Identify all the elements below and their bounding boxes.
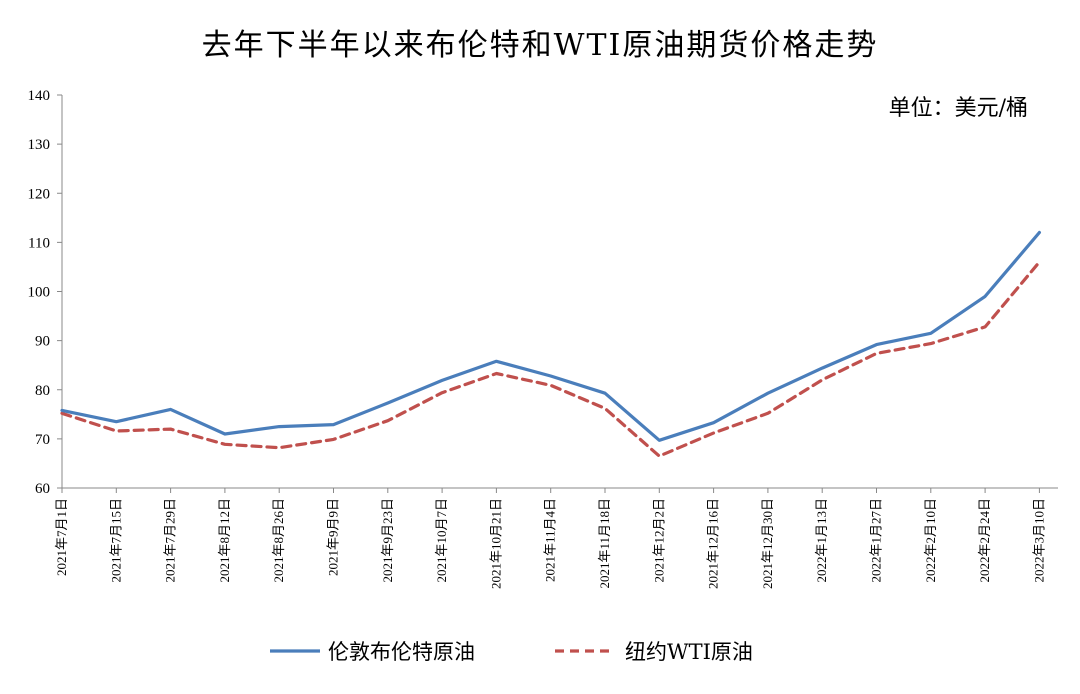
unit-label: 单位：美元/桶 bbox=[889, 96, 1028, 121]
series-lines bbox=[60, 230, 1042, 458]
y-tick-label: 90 bbox=[35, 334, 50, 350]
x-tick-label: 2021年7月15日 bbox=[108, 498, 123, 583]
y-tick-label: 110 bbox=[28, 235, 50, 251]
y-tick-label: 70 bbox=[35, 432, 50, 448]
legend-brent-label: 伦敦布伦特原油 bbox=[328, 640, 475, 664]
x-tick-label: 2022年2月24日 bbox=[977, 498, 992, 583]
x-tick-label: 2022年1月13日 bbox=[814, 498, 829, 583]
x-tick-label: 2022年3月10日 bbox=[1031, 498, 1046, 583]
x-tick-label: 2021年10月21日 bbox=[488, 498, 503, 589]
wti-series-line bbox=[60, 260, 1042, 458]
x-tick-label: 2021年12月30日 bbox=[760, 498, 775, 589]
y-tick-label: 80 bbox=[35, 383, 50, 399]
y-axis-ticks: 60 70 80 90 100 110 120 130 140 bbox=[28, 88, 62, 497]
y-tick-label: 130 bbox=[28, 137, 51, 153]
x-tick-label: 2021年11月4日 bbox=[543, 498, 558, 582]
x-tick-label: 2021年12月2日 bbox=[651, 498, 666, 583]
x-tick-label: 2021年9月9日 bbox=[326, 498, 341, 576]
legend: 伦敦布伦特原油 纽约WTI原油 bbox=[270, 640, 753, 664]
x-tick-label: 2021年8月12日 bbox=[217, 498, 232, 583]
chart-title: 去年下半年以来布伦特和WTI原油期货价格走势 bbox=[201, 28, 879, 63]
x-tick-label: 2021年12月16日 bbox=[706, 498, 721, 589]
x-tick-label: 2021年11月18日 bbox=[597, 498, 612, 589]
x-tick-label: 2021年7月1日 bbox=[54, 498, 69, 576]
x-tick-label: 2021年10月7日 bbox=[434, 498, 449, 583]
x-tick-label: 2021年7月29日 bbox=[163, 498, 178, 583]
x-axis-ticks: 2021年7月1日 2021年7月15日 2021年7月29日 2021年8月12日 2… bbox=[54, 488, 1046, 589]
y-tick-label: 60 bbox=[35, 481, 50, 497]
y-tick-label: 100 bbox=[28, 285, 51, 301]
x-tick-label: 2022年2月10日 bbox=[923, 498, 938, 583]
x-tick-label: 2021年8月26日 bbox=[271, 498, 286, 583]
y-tick-label: 120 bbox=[28, 186, 51, 202]
y-tick-label: 140 bbox=[28, 88, 51, 104]
legend-wti-label: 纽约WTI原油 bbox=[625, 640, 753, 664]
brent-series-line bbox=[60, 230, 1042, 442]
x-tick-label: 2022年1月27日 bbox=[869, 498, 884, 583]
x-tick-label: 2021年9月23日 bbox=[380, 498, 395, 583]
